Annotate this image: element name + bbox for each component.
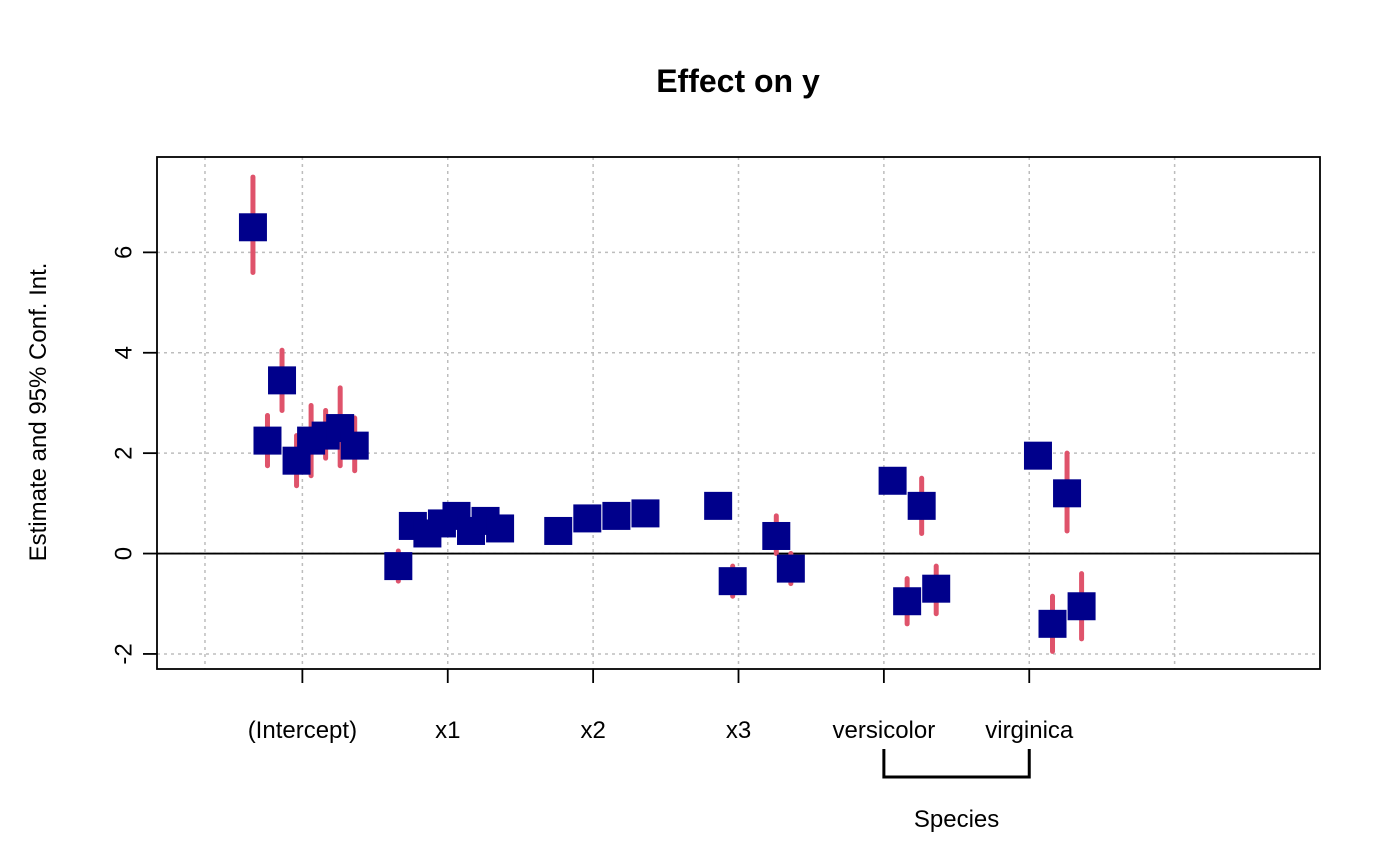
estimate-point [573, 504, 602, 533]
x-tick-label: x1 [435, 717, 460, 744]
estimate-point [268, 366, 297, 395]
species-bracket: Species [882, 749, 1031, 833]
estimate-point [878, 466, 907, 495]
confidence-intervals [250, 174, 1085, 654]
x-tick-label: versicolor [833, 717, 936, 744]
chart-title: Effect on y [656, 63, 820, 99]
y-tick-label: 2 [110, 446, 137, 459]
estimate-point [776, 554, 805, 583]
species-bracket-line [882, 749, 1031, 779]
estimate-points [238, 213, 1096, 638]
estimate-point [486, 514, 515, 543]
x-axis: (Intercept) x1 x2 x3 versicolor virginica [248, 669, 1074, 744]
y-tick-label: 4 [110, 346, 137, 359]
estimate-point [1038, 609, 1067, 638]
estimate-point [1067, 592, 1096, 621]
estimate-point [1053, 479, 1082, 508]
estimate-point [384, 552, 413, 581]
estimate-point [238, 213, 267, 242]
estimate-point [602, 501, 631, 530]
estimate-point [340, 431, 369, 460]
y-axis-label: Estimate and 95% Conf. Int. [25, 263, 52, 562]
y-tick-label: 0 [110, 547, 137, 560]
estimate-point [253, 426, 282, 455]
estimate-point [1023, 441, 1052, 470]
estimate-point [922, 574, 951, 603]
x-tick-label: (Intercept) [248, 717, 357, 744]
x-tick-label: x2 [580, 717, 605, 744]
x-tick-label: virginica [985, 717, 1074, 744]
estimate-point [762, 521, 791, 550]
estimate-point [907, 491, 936, 520]
estimate-point [718, 567, 747, 596]
species-group-label: Species [914, 806, 999, 833]
plot-frame [156, 156, 1321, 670]
estimate-point [893, 587, 922, 616]
x-tick-label: x3 [726, 717, 751, 744]
estimate-point [631, 499, 660, 528]
y-tick-label: 6 [110, 246, 137, 259]
estimate-point [544, 516, 573, 545]
estimate-point [704, 491, 733, 520]
y-tick-label: -2 [110, 643, 137, 664]
y-axis: -2 0 2 4 6 [110, 246, 157, 665]
